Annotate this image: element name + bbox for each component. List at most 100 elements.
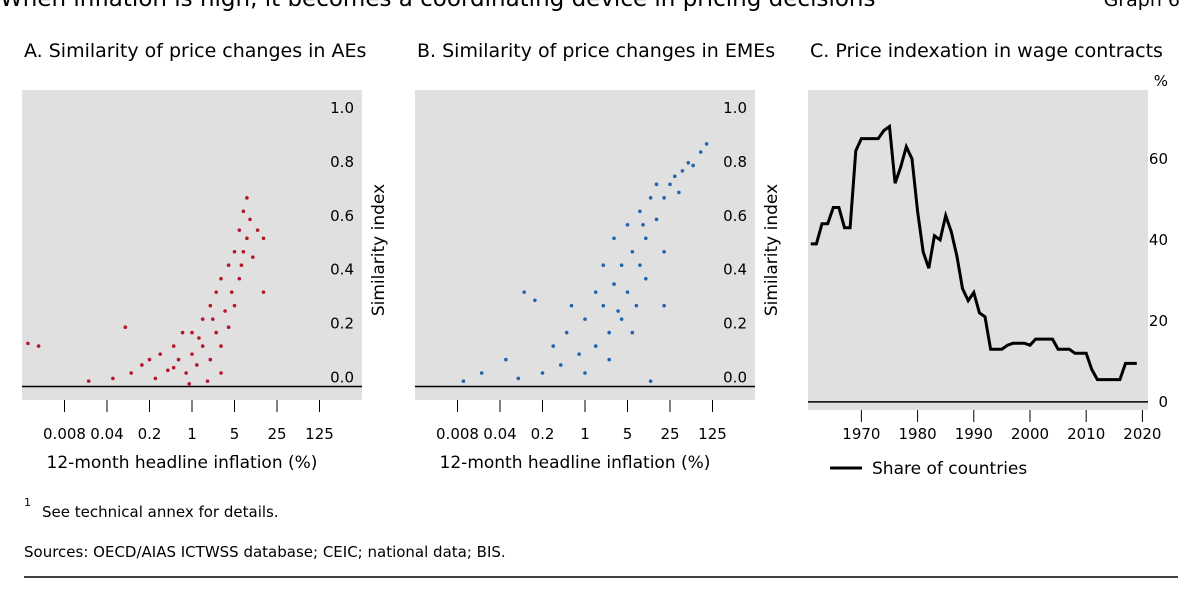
y-tick-label: 0.6	[723, 207, 747, 225]
panel-title: A. Similarity of price changes in AEs	[24, 40, 366, 62]
scatter-point	[662, 303, 666, 308]
scatter-point	[255, 228, 260, 232]
scatter-point	[612, 282, 616, 286]
scatter-point	[461, 379, 466, 383]
x-tick-label: 2000	[1011, 425, 1049, 443]
x-tick-label: 0.2	[138, 425, 162, 443]
scatter-point	[248, 217, 252, 222]
y-tick-label: 0.0	[723, 369, 747, 387]
y-tick-label: 20	[1149, 312, 1168, 330]
scatter-point	[187, 382, 192, 386]
scatter-point	[214, 290, 218, 294]
x-tick-label: 2010	[1067, 425, 1105, 443]
scatter-point	[241, 249, 246, 254]
scatter-point	[644, 276, 648, 281]
y-tick-label: 0.8	[723, 153, 747, 171]
scatter-point	[251, 255, 255, 259]
plot-area	[415, 90, 755, 400]
scatter-point	[147, 357, 152, 362]
scatter-point	[190, 352, 194, 356]
scatter-point	[540, 371, 545, 375]
y-tick-label: 0.4	[723, 261, 747, 279]
scatter-point	[641, 222, 645, 227]
y-tick-label: 0	[1158, 393, 1168, 411]
x-tick-label: 125	[305, 425, 334, 443]
scatter-point	[654, 182, 659, 187]
scatter-point	[239, 263, 244, 268]
scatter-point	[551, 344, 556, 348]
scatter-point	[662, 196, 666, 200]
scatter-point	[686, 160, 691, 165]
scatter-point	[638, 209, 642, 214]
scatter-point	[237, 228, 242, 232]
scatter-point	[644, 236, 648, 241]
plot-area	[808, 90, 1148, 410]
x-tick-label: 1990	[955, 425, 993, 443]
panel-title: C. Price indexation in wage contracts	[810, 40, 1163, 62]
scatter-point	[232, 303, 237, 308]
scatter-point	[673, 174, 677, 179]
scatter-point	[140, 363, 144, 367]
scatter-point	[36, 344, 41, 348]
scatter-point	[190, 330, 194, 335]
legend-label: Share of countries	[872, 459, 1027, 479]
scatter-point	[232, 249, 237, 254]
y-tick-label: 0.8	[330, 153, 354, 171]
scatter-point	[111, 376, 115, 381]
footnote: See technical annex for details.	[42, 503, 279, 521]
scatter-point	[261, 236, 266, 241]
x-tick-label: 1	[580, 425, 590, 443]
scatter-point	[583, 317, 587, 321]
scatter-point	[698, 150, 703, 154]
data-line	[810, 123, 1137, 382]
scatter-point	[237, 276, 242, 281]
graph-number: Graph 6	[1104, 0, 1180, 11]
scatter-point	[569, 303, 574, 308]
scatter-point	[219, 371, 223, 375]
scatter-point	[654, 217, 659, 222]
scatter-point	[607, 357, 611, 362]
x-axis-title: 12-month headline inflation (%)	[440, 453, 711, 473]
scatter-point	[601, 263, 606, 268]
x-tick-label: 1970	[842, 425, 880, 443]
x-tick-label: 2020	[1123, 425, 1161, 443]
scatter-point	[200, 344, 205, 348]
scatter-point	[625, 222, 630, 227]
y-tick-label: 0.0	[330, 369, 354, 387]
scatter-point	[261, 290, 266, 294]
scatter-point	[223, 309, 227, 313]
scatter-point	[677, 190, 681, 195]
x-tick-label: 25	[660, 425, 679, 443]
scatter-point	[200, 317, 205, 321]
footnote-mark: 1	[24, 496, 31, 509]
scatter-point	[479, 371, 484, 375]
scatter-point	[226, 325, 231, 330]
y-tick-label: 0.4	[330, 261, 354, 279]
scatter-point	[625, 290, 630, 294]
scatter-point	[86, 379, 91, 383]
x-tick-label: 1980	[898, 425, 936, 443]
scatter-point	[516, 376, 521, 381]
scatter-point	[648, 196, 653, 200]
scatter-point	[533, 298, 537, 303]
page-title: When inflation is high, it becomes a coo…	[0, 0, 875, 12]
scatter-point	[593, 290, 598, 294]
y-tick-label: 1.0	[330, 99, 354, 117]
scatter-point	[166, 368, 170, 373]
scatter-point	[171, 365, 176, 370]
scatter-point	[184, 371, 188, 375]
scatter-point	[197, 336, 201, 340]
x-tick-label: 25	[267, 425, 286, 443]
x-tick-label: 0.04	[483, 425, 516, 443]
x-tick-label: 0.2	[531, 425, 555, 443]
scatter-point	[630, 249, 635, 254]
scatter-point	[241, 209, 246, 214]
scatter-point	[630, 330, 635, 335]
scatter-point	[648, 379, 653, 383]
scatter-point	[245, 196, 249, 200]
x-tick-label: 0.04	[90, 425, 123, 443]
scatter-point	[668, 182, 672, 187]
scatter-point	[180, 330, 185, 335]
scatter-point	[208, 303, 213, 308]
scatter-point	[129, 371, 133, 375]
